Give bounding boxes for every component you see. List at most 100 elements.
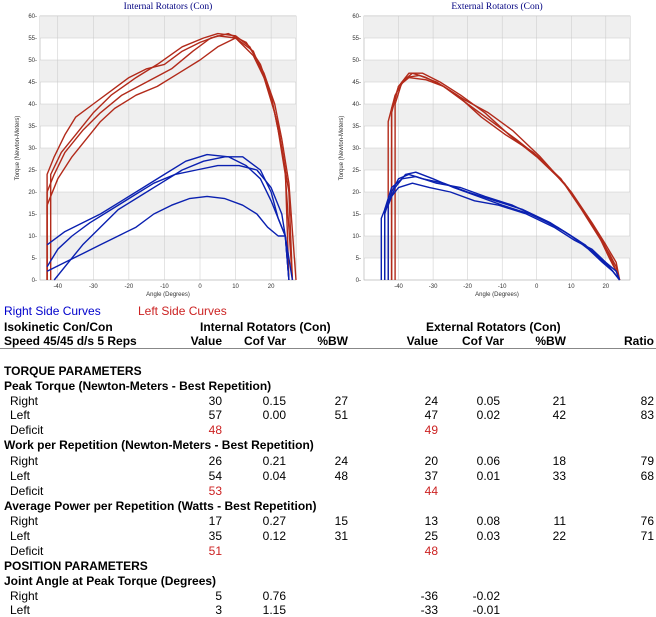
power-right-ext-cofvar: 0.08 [476, 514, 500, 528]
grid-band [40, 192, 296, 214]
x-tick-label: 20 [602, 284, 609, 290]
grid-band [364, 104, 630, 126]
x-tick-label: -20 [125, 284, 134, 290]
power-left-ext-cofvar: 0.03 [476, 529, 500, 543]
legend-left-side-curves: Left Side Curves [138, 304, 227, 318]
power-int-deficit: 51 [208, 544, 222, 558]
test-mode-label: Isokinetic Con/Con [4, 320, 113, 334]
peak-torque-right-ratio: 82 [640, 394, 654, 408]
peak-torque-deficit-label: Deficit [10, 423, 44, 437]
y-tick-label: 0- [356, 278, 361, 284]
external-bw-header: %BW [535, 334, 566, 348]
joint-angle-right-label: Right [10, 589, 39, 603]
power-left-int-bw: 31 [334, 529, 348, 543]
y-tick-label: 60- [28, 14, 37, 20]
grid-band [40, 148, 296, 170]
y-tick-label: 15- [28, 212, 37, 218]
work-right-int-bw: 24 [334, 454, 348, 468]
y-tick-label: 10- [28, 234, 37, 240]
work-ext-deficit: 44 [424, 484, 438, 498]
joint-angle-left-int-cofvar: 1.15 [262, 603, 286, 617]
x-tick-label: 0 [198, 284, 202, 290]
joint-angle-left-ext-cofvar: -0.01 [472, 603, 500, 617]
work-deficit-label: Deficit [10, 484, 44, 498]
internal-cofvar-header: Cof Var [243, 334, 286, 348]
chart-title: External Rotators (Con) [451, 1, 542, 12]
y-tick-label: 40- [28, 102, 37, 108]
work-int-deficit: 53 [208, 484, 222, 498]
y-tick-label: 60- [352, 14, 361, 20]
y-tick-label: 25- [28, 168, 37, 174]
legend-right-side-curves: Right Side Curves [4, 304, 101, 318]
y-tick-label: 45- [352, 80, 361, 86]
y-tick-label: 40- [352, 102, 361, 108]
peak-torque-right-ext-cofvar: 0.05 [476, 394, 500, 408]
peak-torque-left-ext-bw: 42 [552, 408, 566, 422]
peak-torque-left-ratio: 83 [640, 408, 654, 422]
power-right-label: Right [10, 514, 39, 528]
external-value-header: Value [406, 334, 438, 348]
power-left-int-value: 35 [208, 529, 222, 543]
x-tick-label: -20 [463, 284, 472, 290]
torque-curve-7 [53, 156, 294, 281]
peak-torque-ext-deficit: 49 [424, 423, 438, 437]
work-right-ext-bw: 18 [552, 454, 566, 468]
power-ext-deficit: 48 [424, 544, 438, 558]
internal-rotators-chart: Internal Rotators (Con) 0- 5- 10- 15- 20- 25- 3… [15, 1, 297, 298]
joint-angle-right-ext-value: -36 [420, 589, 438, 603]
peak-torque-left-int-cofvar: 0.00 [262, 408, 286, 422]
torque-curve-6 [46, 164, 290, 281]
peak-torque-left-int-bw: 51 [334, 408, 348, 422]
y-tick-label: 15- [352, 212, 361, 218]
work-left-ext-cofvar: 0.01 [476, 469, 500, 483]
power-left-ext-value: 25 [424, 529, 438, 543]
joint-angle-left-ext-value: -33 [420, 603, 438, 617]
y-tick-label: 30- [352, 146, 361, 152]
work-right-int-value: 26 [208, 454, 222, 468]
torque-curve-4 [50, 32, 297, 281]
work-left-int-cofvar: 0.04 [262, 469, 286, 483]
x-axis-label: Angle (Degrees) [475, 292, 519, 298]
peak-torque-left-int-value: 57 [208, 408, 222, 422]
header-divider [0, 348, 656, 349]
internal-value-header: Value [190, 334, 222, 348]
y-tick-label: 0- [32, 278, 37, 284]
power-right-int-bw: 15 [334, 514, 348, 528]
torque-curve-3 [387, 74, 621, 281]
work-right-ext-cofvar: 0.06 [476, 454, 500, 468]
x-tick-label: 0 [535, 284, 539, 290]
torque-curve-2 [46, 32, 294, 281]
external-rotators-chart: External Rotators (Con) 0- 5- 10- 15- 20- 25- 3… [339, 1, 631, 298]
y-tick-label: 50- [28, 58, 37, 64]
peak-torque-left-label: Left [10, 408, 31, 422]
y-tick-label: 20- [28, 190, 37, 196]
power-right-int-cofvar: 0.27 [262, 514, 286, 528]
power-left-ratio: 71 [640, 529, 654, 543]
work-right-int-cofvar: 0.21 [262, 454, 286, 468]
work-right-label: Right [10, 454, 39, 468]
joint-angle-heading: Joint Angle at Peak Torque (Degrees) [4, 574, 217, 588]
work-right-ratio: 79 [640, 454, 654, 468]
power-deficit-label: Deficit [10, 544, 44, 558]
y-tick-label: 35- [352, 124, 361, 130]
torque-curve-3 [46, 37, 290, 281]
work-left-int-bw: 48 [334, 469, 348, 483]
work-left-ext-bw: 33 [552, 469, 566, 483]
x-tick-label: -10 [160, 284, 169, 290]
peak-torque-right-ext-value: 24 [424, 394, 438, 408]
x-tick-label: -10 [498, 284, 507, 290]
joint-angle-left-int-value: 3 [215, 603, 222, 617]
peak-torque-left-ext-cofvar: 0.02 [476, 408, 500, 422]
work-right-ext-value: 20 [424, 454, 438, 468]
power-left-label: Left [10, 529, 31, 543]
x-axis-label: Angle (Degrees) [146, 292, 190, 298]
peak-torque-right-int-value: 30 [208, 394, 222, 408]
internal-bw-header: %BW [317, 334, 348, 348]
power-left-int-cofvar: 0.12 [262, 529, 286, 543]
y-tick-label: 10- [352, 234, 361, 240]
power-right-ext-value: 13 [424, 514, 438, 528]
torque-curve-4 [390, 76, 621, 281]
power-right-int-value: 17 [208, 514, 222, 528]
torque-parameters-heading: TORQUE PARAMETERS [4, 364, 142, 378]
power-right-ratio: 76 [640, 514, 654, 528]
